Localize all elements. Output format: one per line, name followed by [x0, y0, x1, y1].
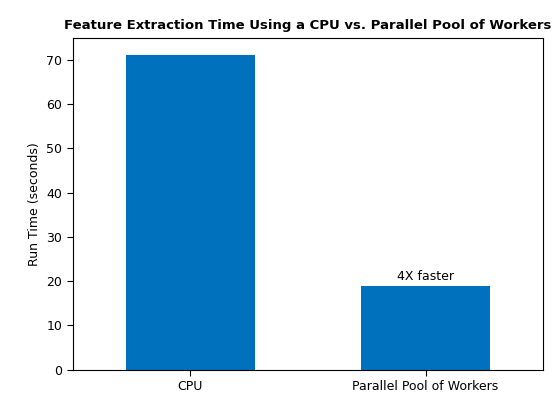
Text: 4X faster: 4X faster: [397, 270, 454, 284]
Bar: [361, 286, 490, 370]
Bar: [125, 55, 255, 370]
Title: Feature Extraction Time Using a CPU vs. Parallel Pool of Workers: Feature Extraction Time Using a CPU vs. …: [64, 19, 552, 32]
Y-axis label: Run Time (seconds): Run Time (seconds): [28, 142, 41, 265]
